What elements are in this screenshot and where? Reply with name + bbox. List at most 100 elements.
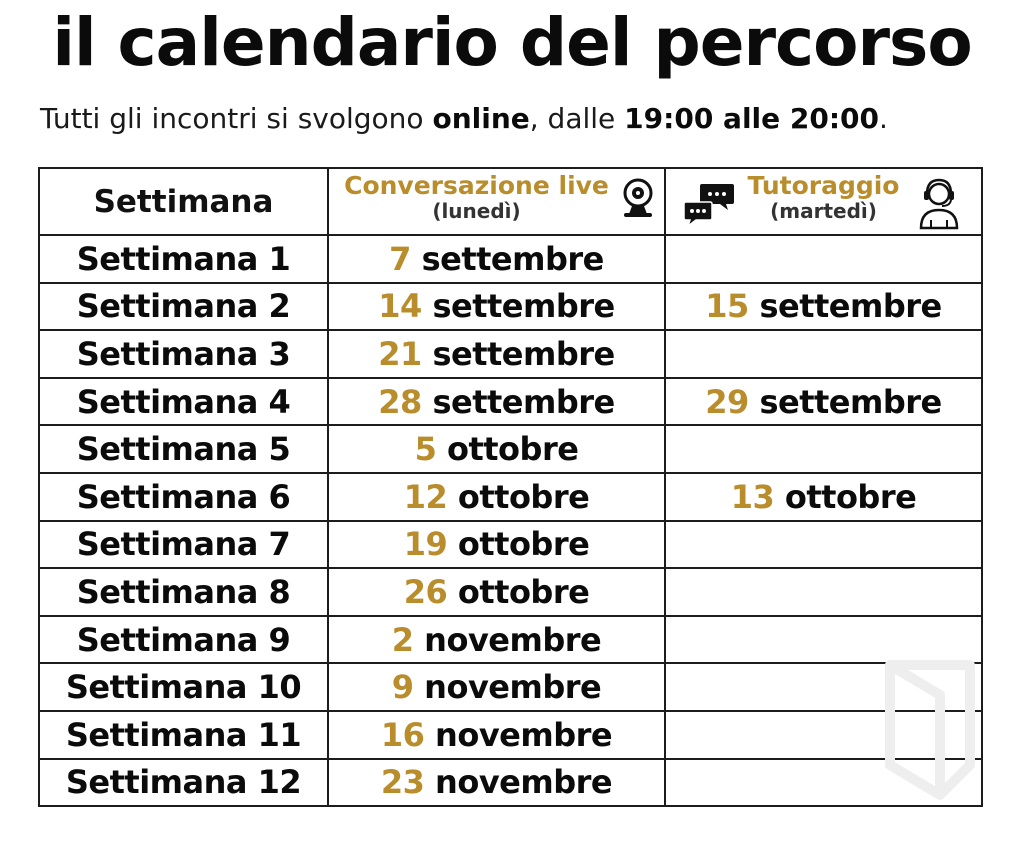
live-date-cell: 21 settembre (327, 329, 666, 379)
tutor-date: 29 settembre (705, 382, 942, 421)
live-date-cell: 7 settembre (327, 234, 666, 284)
tutor-date-cell (664, 519, 983, 570)
table-row: Settimana 5 5 ottobre (38, 424, 983, 474)
tutor-date-cell (664, 234, 983, 284)
week-label: Settimana 2 (76, 287, 291, 326)
week-label: Settimana 8 (76, 572, 291, 611)
live-date: 14 settembre (378, 287, 615, 326)
subtitle-time: 19:00 alle 20:00 (624, 102, 880, 135)
page-subtitle: Tutti gli incontri si svolgono online, d… (40, 102, 888, 135)
chat-bubbles-icon (683, 184, 734, 229)
live-month: novembre (424, 620, 602, 659)
week-cell: Settimana 7 (38, 519, 329, 570)
live-month: settembre (432, 382, 615, 421)
tutor-date-cell (664, 614, 983, 665)
tutor-date-cell (664, 709, 983, 760)
week-cell: Settimana 10 (38, 662, 329, 712)
live-date-cell: 14 settembre (327, 281, 666, 332)
live-day: 14 (378, 287, 422, 326)
tutor-day: 29 (705, 382, 749, 421)
tutor-day: 15 (705, 287, 749, 326)
watermark-logo (885, 660, 975, 800)
tutor-date-cell (664, 424, 983, 474)
subtitle-text: , dalle (529, 102, 625, 135)
subtitle-text: . (879, 102, 888, 135)
header-tutor-day: (martedì) (770, 199, 877, 223)
week-cell: Settimana 6 (38, 471, 329, 522)
table-row: Settimana 12 23 novembre (38, 757, 983, 808)
live-date: 7 settembre (389, 240, 604, 278)
week-label: Settimana 1 (76, 239, 291, 278)
table-row: Settimana 3 21 settembre (38, 329, 983, 379)
header-week-label: Settimana (93, 183, 274, 220)
live-date-cell: 26 ottobre (327, 567, 666, 617)
week-label: Settimana 10 (65, 668, 302, 707)
tutor-date-cell: 15 settembre (664, 281, 983, 332)
tutor-date-cell (664, 567, 983, 617)
table-row: Settimana 10 9 novembre (38, 662, 983, 712)
header-tutor-label: Tutoraggio (747, 171, 900, 200)
tutor-date: 15 settembre (705, 287, 942, 326)
live-month: settembre (421, 239, 605, 278)
live-date: 5 ottobre (415, 430, 579, 468)
live-month: novembre (424, 668, 602, 707)
live-date: 16 novembre (380, 715, 613, 754)
tutor-date-cell: 13 ottobre (664, 471, 983, 522)
table-row: Settimana 2 14 settembre 15 settembre (38, 281, 983, 332)
table-row: Settimana 11 16 novembre (38, 709, 983, 760)
week-cell: Settimana 8 (38, 567, 329, 617)
live-day: 16 (380, 715, 425, 754)
week-label: Settimana 6 (76, 477, 291, 516)
live-date: 28 settembre (378, 382, 615, 421)
live-day: 28 (378, 382, 422, 421)
week-label: Settimana 4 (76, 382, 291, 421)
live-day: 7 (389, 239, 411, 278)
table-header-row: Settimana Conversazione live (lunedì) (38, 167, 983, 236)
headset-person-icon (919, 178, 959, 230)
header-live-label: Conversazione live (344, 171, 609, 200)
live-day: 5 (414, 430, 437, 469)
tutor-date-cell: 29 settembre (664, 376, 983, 427)
live-month: novembre (435, 715, 613, 754)
tutor-month: settembre (759, 287, 942, 326)
tutor-month: settembre (759, 382, 942, 421)
live-date-cell: 28 settembre (327, 376, 666, 427)
live-date-cell: 19 ottobre (327, 519, 666, 570)
tutor-month: ottobre (784, 477, 917, 516)
live-month: ottobre (457, 572, 590, 611)
week-cell: Settimana 12 (38, 757, 329, 808)
live-day: 9 (391, 668, 414, 707)
tutor-date-cell (664, 329, 983, 379)
week-label: Settimana 9 (76, 620, 291, 659)
table-row: Settimana 7 19 ottobre (38, 519, 983, 570)
subtitle-text: Tutti gli incontri si svolgono (40, 102, 433, 135)
live-month: settembre (432, 334, 615, 373)
live-month: ottobre (446, 430, 579, 469)
live-date-cell: 5 ottobre (327, 424, 666, 474)
table-row: Settimana 4 28 settembre 29 settembre (38, 376, 983, 427)
week-label: Settimana 12 (65, 763, 302, 802)
header-tutor: Tutoraggio (martedì) (664, 167, 983, 236)
live-date: 23 novembre (381, 763, 613, 801)
week-label: Settimana 11 (65, 715, 302, 754)
live-date-cell: 16 novembre (327, 709, 666, 760)
table-row: Settimana 9 2 novembre (38, 614, 983, 665)
table-row: Settimana 1 7 settembre (38, 234, 983, 284)
subtitle-online: online (432, 102, 530, 135)
week-label: Settimana 5 (76, 430, 291, 469)
live-day: 12 (403, 477, 448, 516)
week-label: Settimana 3 (76, 334, 291, 373)
live-day: 21 (378, 334, 422, 373)
header-week: Settimana (38, 167, 329, 236)
live-date: 26 ottobre (404, 573, 590, 611)
live-date: 9 novembre (391, 668, 602, 707)
live-date-cell: 9 novembre (327, 662, 666, 712)
table-row: Settimana 8 26 ottobre (38, 567, 983, 617)
webcam-icon (623, 178, 653, 217)
week-cell: Settimana 4 (38, 376, 329, 427)
live-date: 21 settembre (378, 334, 615, 373)
header-live: Conversazione live (lunedì) (327, 167, 666, 236)
live-month: ottobre (457, 525, 590, 564)
week-cell: Settimana 9 (38, 614, 329, 665)
week-cell: Settimana 1 (38, 234, 329, 284)
